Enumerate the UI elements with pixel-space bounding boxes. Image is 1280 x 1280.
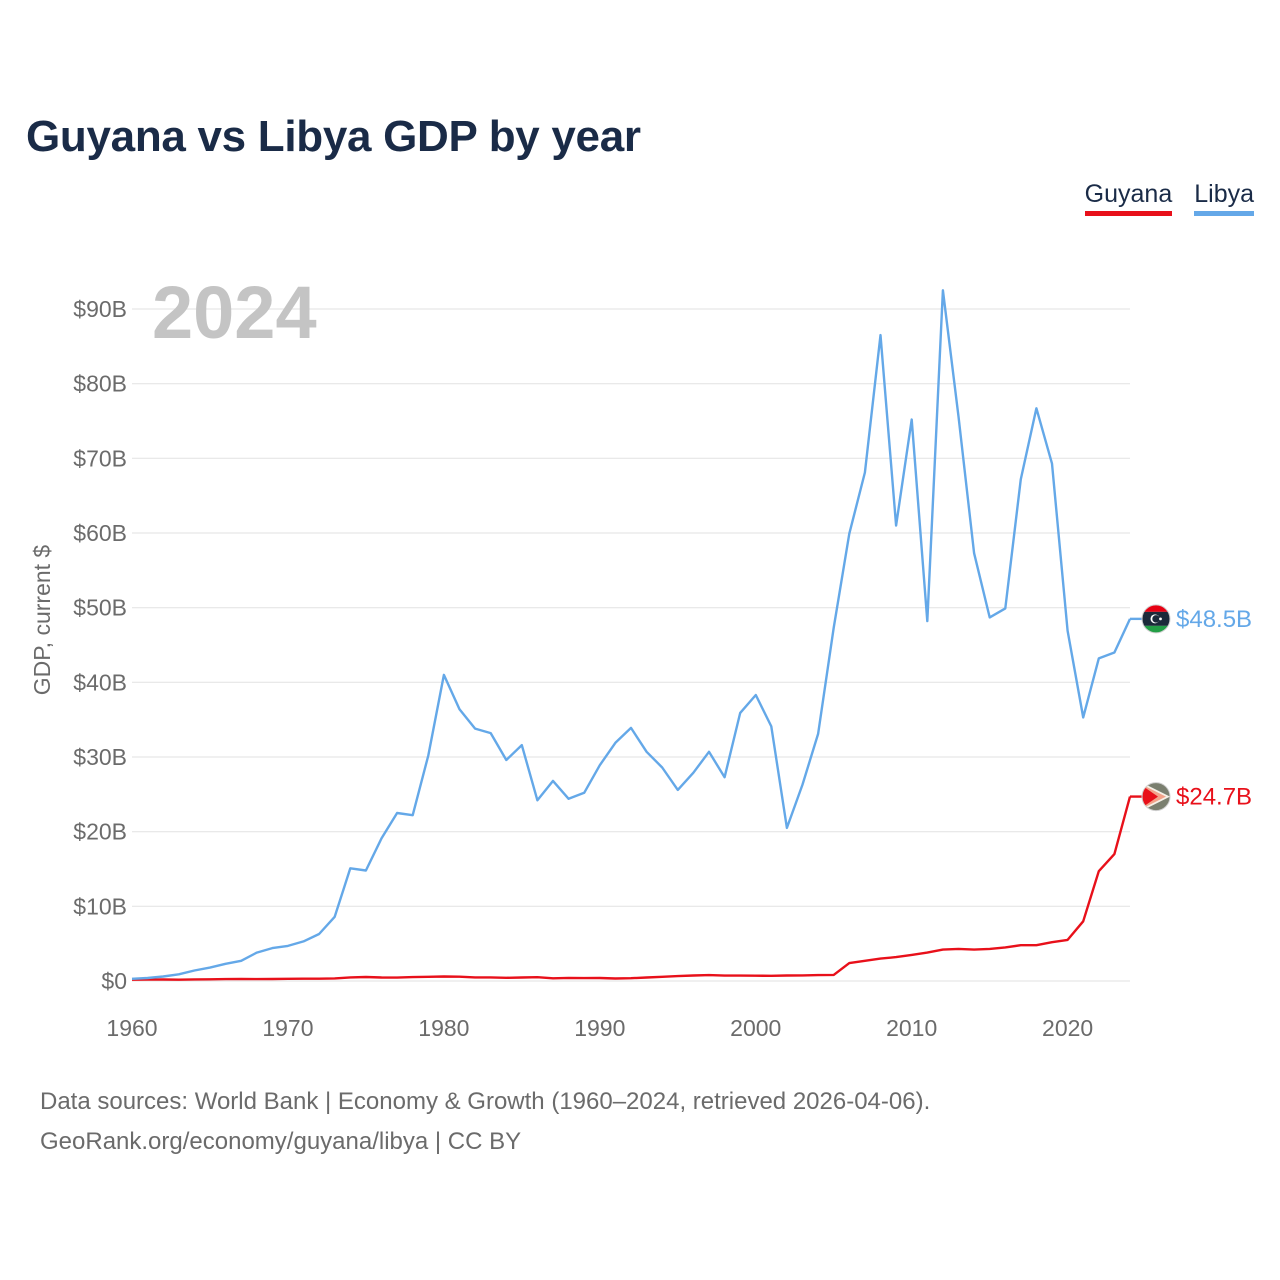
x-tick-label: 2010 <box>886 1015 937 1041</box>
legend: Guyana Libya <box>1084 180 1254 216</box>
page-title: Guyana vs Libya GDP by year <box>26 112 641 161</box>
year-watermark: 2024 <box>152 271 317 354</box>
y-tick-label: $80B <box>73 371 127 397</box>
legend-item-libya[interactable]: Libya <box>1194 180 1254 216</box>
y-tick-label: $70B <box>73 445 127 471</box>
end-label-guyana: $24.7B <box>1176 784 1252 811</box>
x-tick-label: 1990 <box>574 1015 625 1041</box>
x-tick-label: 2020 <box>1042 1015 1093 1041</box>
x-tick-label: 1970 <box>262 1015 313 1041</box>
source-line-1: Data sources: World Bank | Economy & Gro… <box>40 1088 931 1115</box>
x-tick-label: 1980 <box>418 1015 469 1041</box>
source-note: Data sources: World Bank | Economy & Gro… <box>40 1082 930 1162</box>
x-tick-label: 1960 <box>106 1015 157 1041</box>
end-label-libya: $48.5B <box>1176 606 1252 633</box>
y-tick-label: $30B <box>73 744 127 770</box>
guyana-flag-icon <box>1141 782 1171 812</box>
libya-flag-icon <box>1141 604 1171 634</box>
source-line-2[interactable]: GeoRank.org/economy/guyana/libya | CC BY <box>40 1128 522 1155</box>
y-axis-label: GDP, current $ <box>29 545 55 696</box>
y-tick-label: $20B <box>73 819 127 845</box>
x-tick-label: 2000 <box>730 1015 781 1041</box>
y-tick-label: $60B <box>73 520 127 546</box>
y-tick-label: $40B <box>73 669 127 695</box>
gdp-line-chart: 2024 $0 $10B $20B $30B $40B $50B $60B $70B $80B $… <box>29 271 1252 1041</box>
y-tick-label: $50B <box>73 595 127 621</box>
y-tick-label: $0 <box>101 968 127 994</box>
y-tick-label: $90B <box>73 296 127 322</box>
series-line-libya <box>131 289 1132 980</box>
series-line-guyana <box>131 796 1132 981</box>
legend-item-guyana[interactable]: Guyana <box>1084 180 1173 216</box>
y-tick-label: $10B <box>73 893 127 919</box>
